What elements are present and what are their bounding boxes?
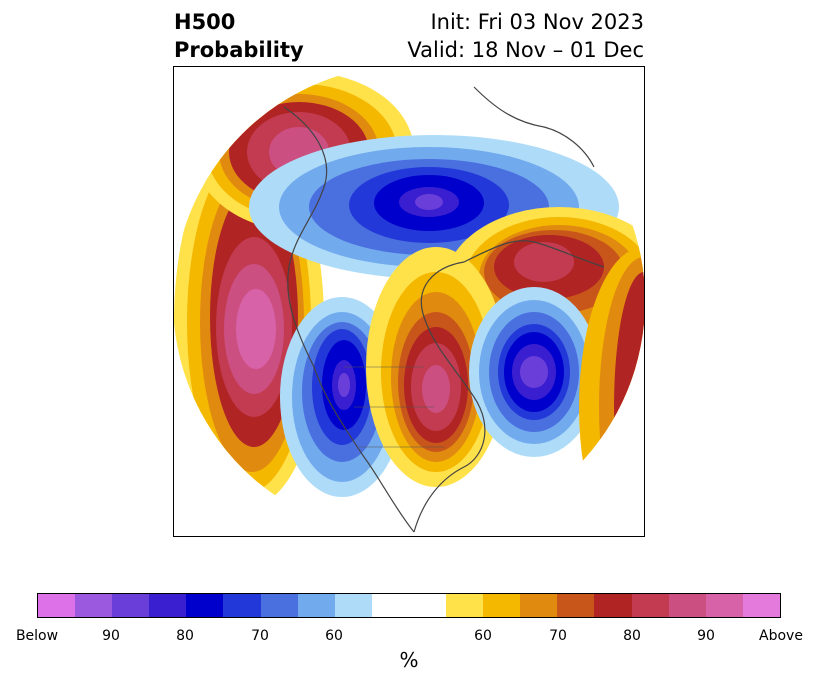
title-variable: H500 [174,10,236,34]
colorbar-segment [483,594,521,617]
colorbar [37,593,781,618]
colorbar-segment [38,594,76,617]
colorbar-segment [260,594,298,617]
colorbar-segment [557,594,595,617]
tick-label: 90 [102,628,120,644]
tick-label: 90 [697,628,715,644]
tick-label: Above [759,628,803,644]
colorbar-segment [446,594,484,617]
colorbar-segment [742,594,780,617]
colorbar-unit: % [399,648,419,672]
title-product: Probability [174,38,304,62]
colorbar-segment [520,594,558,617]
anomaly-field [174,67,644,536]
coastlines [283,86,605,533]
coastline-west [283,106,415,533]
tick-label: 80 [176,628,194,644]
colorbar-segment [371,594,447,617]
colorbar-segment [186,594,224,617]
coastline-arctic [463,240,605,268]
map-svg [174,67,644,536]
tick-label: 60 [474,628,492,644]
colorbar-segment [334,594,372,617]
title-valid-range: Valid: 18 Nov – 01 Dec [407,38,644,62]
state-borders [344,366,444,448]
colorbar-segment [297,594,335,617]
colorbar-segment [75,594,113,617]
tick-label: Below [15,628,59,644]
colorbar-segment [223,594,261,617]
title-init-date: Init: Fri 03 Nov 2023 [430,10,644,34]
title-left: H500 Probability [174,8,304,64]
coastline-greenland [473,86,595,168]
title-right: Init: Fri 03 Nov 2023 Valid: 18 Nov – 01… [407,8,644,64]
colorbar-segment [631,594,669,617]
anomaly-central-na-above [366,247,506,487]
colorbar-segment [705,594,743,617]
coastline-east [413,261,486,533]
colorbar-segment [149,594,187,617]
colorbar-segment [668,594,706,617]
tick-label: 60 [325,628,343,644]
tick-label: 70 [251,628,269,644]
colorbar-segment [112,594,150,617]
tick-label: 70 [549,628,567,644]
tick-label: 80 [623,628,641,644]
probability-map [173,66,645,537]
colorbar-segment [594,594,632,617]
anomaly-north-atlantic-below [469,287,599,457]
